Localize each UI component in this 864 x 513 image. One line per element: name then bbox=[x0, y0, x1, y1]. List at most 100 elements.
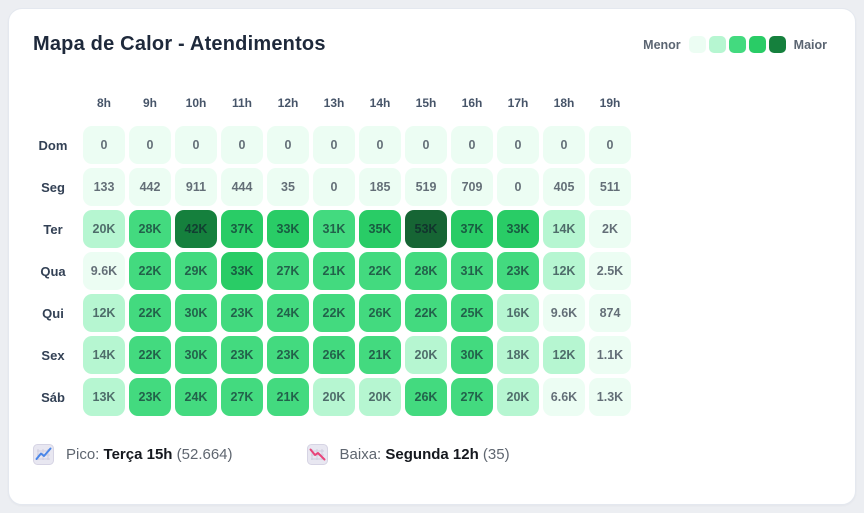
heatmap-cell: 37K bbox=[451, 210, 493, 248]
legend-swatch bbox=[728, 36, 746, 53]
heatmap-cell: 0 bbox=[221, 126, 263, 164]
heatmap-cell-slot: 25K bbox=[449, 292, 495, 334]
heatmap-cell: 21K bbox=[359, 336, 401, 374]
heatmap-cell-slot: 23K bbox=[495, 250, 541, 292]
heatmap-cell: 2K bbox=[589, 210, 631, 248]
heatmap-cell: 30K bbox=[175, 336, 217, 374]
heatmap-cell-slot: 23K bbox=[219, 334, 265, 376]
heatmap-cell: 0 bbox=[451, 126, 493, 164]
heatmap-cell-slot: 0 bbox=[127, 124, 173, 166]
heatmap-cell-slot: 0 bbox=[495, 124, 541, 166]
heatmap-cell-slot: 0 bbox=[311, 166, 357, 208]
heatmap-cell: 0 bbox=[313, 126, 355, 164]
heatmap-cell-slot: 0 bbox=[219, 124, 265, 166]
heatmap-cell: 31K bbox=[313, 210, 355, 248]
low-stat: Baixa: Segunda 12h (35) bbox=[306, 444, 510, 465]
heatmap-cell: 20K bbox=[313, 378, 355, 416]
hour-header: 11h bbox=[231, 96, 252, 110]
heatmap-cell-slot: 0 bbox=[357, 124, 403, 166]
heatmap-cell: 21K bbox=[313, 252, 355, 290]
heatmap-cell: 22K bbox=[313, 294, 355, 332]
legend-swatch bbox=[768, 36, 786, 53]
heatmap-cell: 911 bbox=[175, 168, 217, 206]
heatmap-cell-slot: 24K bbox=[173, 376, 219, 418]
heatmap-cell: 0 bbox=[175, 126, 217, 164]
hour-header: 19h bbox=[599, 96, 621, 110]
heatmap-cell: 23K bbox=[129, 378, 171, 416]
heatmap-cell-slot: 26K bbox=[311, 334, 357, 376]
heatmap-cell: 14K bbox=[543, 210, 585, 248]
heatmap-cell-slot: 444 bbox=[219, 166, 265, 208]
heatmap-cell-slot: 28K bbox=[127, 208, 173, 250]
heatmap-cell-slot: 1.3K bbox=[587, 376, 633, 418]
heatmap-cell-slot: 185 bbox=[357, 166, 403, 208]
heatmap-cell-slot: 2K bbox=[587, 208, 633, 250]
day-label: Ter bbox=[43, 221, 63, 237]
heatmap-cell: 29K bbox=[175, 252, 217, 290]
hour-header: 10h bbox=[185, 96, 207, 110]
heatmap-card: Mapa de Calor - Atendimentos Menor Maior… bbox=[8, 8, 856, 505]
heatmap-cell-slot: 12K bbox=[541, 334, 587, 376]
day-label: Qua bbox=[40, 263, 66, 279]
peak-stat: Pico: Terça 15h (52.664) bbox=[33, 444, 233, 465]
heatmap-cell-slot: 37K bbox=[449, 208, 495, 250]
heatmap-cell: 12K bbox=[543, 336, 585, 374]
heatmap-cell: 53K bbox=[405, 210, 447, 248]
heatmap-cell: 23K bbox=[221, 336, 263, 374]
heatmap-cell: 33K bbox=[497, 210, 539, 248]
heatmap-cell: 35K bbox=[359, 210, 401, 248]
heatmap-cell-slot: 22K bbox=[127, 334, 173, 376]
heatmap-cell-slot: 16K bbox=[495, 292, 541, 334]
heatmap-cell-slot: 12K bbox=[81, 292, 127, 334]
heatmap-cell: 13K bbox=[83, 378, 125, 416]
legend-swatch bbox=[688, 36, 706, 53]
heatmap-cell: 22K bbox=[129, 294, 171, 332]
heatmap-cell-slot: 14K bbox=[541, 208, 587, 250]
heatmap-cell-slot: 519 bbox=[403, 166, 449, 208]
heatmap-cell: 12K bbox=[83, 294, 125, 332]
page-title: Mapa de Calor - Atendimentos bbox=[33, 33, 326, 55]
heatmap-cell: 24K bbox=[267, 294, 309, 332]
heatmap-cell-slot: 33K bbox=[265, 208, 311, 250]
heatmap-cell-slot: 24K bbox=[265, 292, 311, 334]
heatmap-cell-slot: 23K bbox=[265, 334, 311, 376]
heatmap-cell: 25K bbox=[451, 294, 493, 332]
heatmap-cell: 519 bbox=[405, 168, 447, 206]
heatmap-cell: 27K bbox=[451, 378, 493, 416]
chart-decreasing-icon bbox=[306, 444, 328, 465]
heatmap-cell: 28K bbox=[129, 210, 171, 248]
heatmap-cell: 0 bbox=[543, 126, 585, 164]
heatmap-cell: 37K bbox=[221, 210, 263, 248]
heatmap-cell-slot: 20K bbox=[81, 208, 127, 250]
heatmap-cell: 30K bbox=[451, 336, 493, 374]
heatmap-cell: 26K bbox=[405, 378, 447, 416]
heatmap-cell: 28K bbox=[405, 252, 447, 290]
day-label: Dom bbox=[38, 137, 68, 153]
heatmap-cell: 23K bbox=[497, 252, 539, 290]
heatmap-cell: 12K bbox=[543, 252, 585, 290]
heatmap-cell-slot: 0 bbox=[265, 124, 311, 166]
heatmap-cell-slot: 0 bbox=[541, 124, 587, 166]
heatmap-cell-slot: 21K bbox=[357, 334, 403, 376]
heatmap-cell: 21K bbox=[267, 378, 309, 416]
heatmap-cell: 24K bbox=[175, 378, 217, 416]
heatmap-cell: 9.6K bbox=[543, 294, 585, 332]
heatmap-cell: 444 bbox=[221, 168, 263, 206]
heatmap-cell: 6.6K bbox=[543, 378, 585, 416]
peak-value: Terça 15h bbox=[103, 446, 173, 463]
day-label: Qui bbox=[42, 305, 64, 321]
heatmap-cell: 18K bbox=[497, 336, 539, 374]
heatmap-cell-slot: 35K bbox=[357, 208, 403, 250]
heatmap-cell-slot: 9.6K bbox=[541, 292, 587, 334]
hour-header: 13h bbox=[323, 96, 345, 110]
legend-min-label: Menor bbox=[643, 37, 681, 52]
heatmap-cell: 31K bbox=[451, 252, 493, 290]
heatmap-cell: 20K bbox=[497, 378, 539, 416]
heatmap-cell-slot: 20K bbox=[403, 334, 449, 376]
heatmap-cell: 20K bbox=[83, 210, 125, 248]
heatmap-cell-slot: 0 bbox=[81, 124, 127, 166]
heatmap-cell-slot: 133 bbox=[81, 166, 127, 208]
day-label: Seg bbox=[41, 179, 65, 195]
heatmap-cell: 27K bbox=[221, 378, 263, 416]
